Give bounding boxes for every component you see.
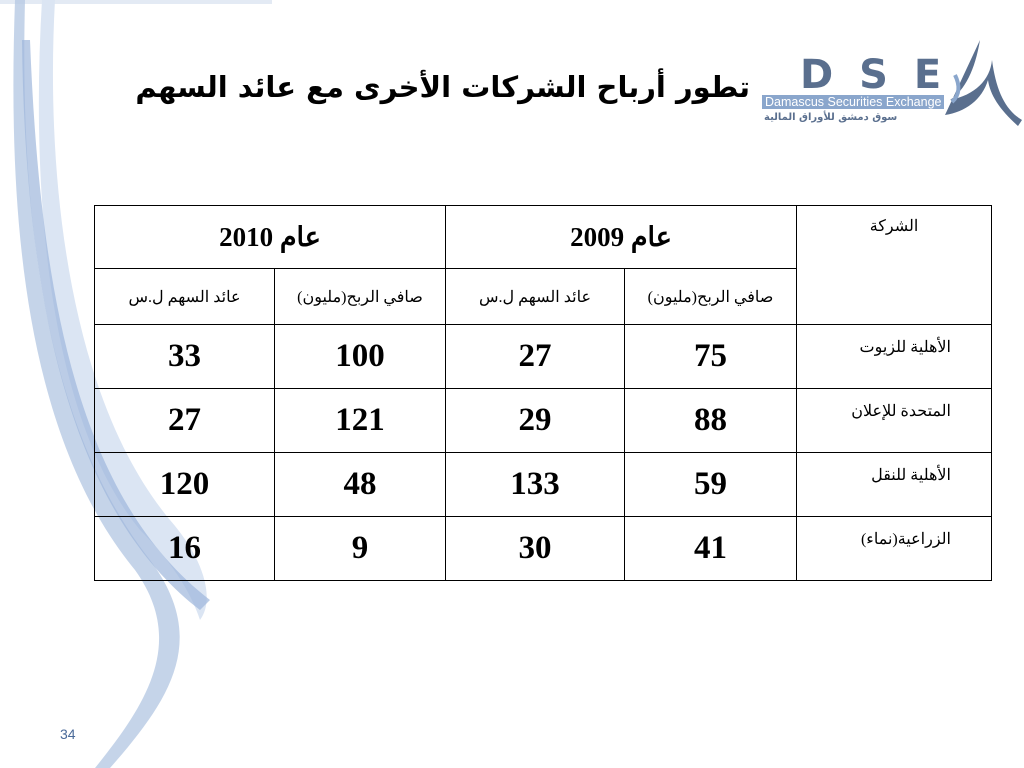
data-row: الأهلية للزيوت 75 27 100 33 — [94, 324, 992, 389]
value-cell: 121 — [274, 388, 446, 453]
logo-name: Damascus Securities Exchange — [762, 95, 945, 109]
company-name: الأهلية للنقل — [796, 452, 992, 517]
value-cell: 41 — [624, 516, 797, 581]
value-cell: 29 — [445, 388, 625, 453]
slide-title: تطور أرباح الشركات الأخرى مع عائد السهم — [135, 70, 750, 104]
corner-header: الشركة — [796, 205, 992, 325]
value-cell: 16 — [94, 516, 275, 581]
logo: D S E Damascus Securities Exchange سوق د… — [760, 40, 1024, 140]
company-name: الأهلية للزيوت — [796, 324, 992, 389]
logo-name-ar: سوق دمشق للأوراق المالية — [764, 112, 898, 123]
value-cell: 133 — [445, 452, 625, 517]
value-cell: 30 — [445, 516, 625, 581]
page-number: 34 — [60, 726, 76, 742]
year-header: عام 2009 — [445, 205, 797, 269]
data-table: الشركة عام 2009 عام 2010 صافي الربح(مليون) ع… — [94, 205, 992, 581]
data-row: الأهلية للنقل 59 133 48 120 — [94, 452, 992, 517]
subheader: صافي الربح(مليون) — [624, 268, 797, 325]
year-header: عام 2010 — [94, 205, 446, 269]
value-cell: 33 — [94, 324, 275, 389]
data-row: الزراعية(نماء) 41 30 9 16 — [94, 516, 992, 581]
company-name: الزراعية(نماء) — [796, 516, 992, 581]
company-name: المتحدة للإعلان — [796, 388, 992, 453]
header-row: الشركة عام 2009 عام 2010 — [94, 205, 992, 325]
value-cell: 88 — [624, 388, 797, 453]
value-cell: 100 — [274, 324, 446, 389]
logo-letters: D S E — [800, 52, 948, 98]
value-cell: 9 — [274, 516, 446, 581]
value-cell: 27 — [94, 388, 275, 453]
data-row: المتحدة للإعلان 88 29 121 27 — [94, 388, 992, 453]
value-cell: 120 — [94, 452, 275, 517]
value-cell: 27 — [445, 324, 625, 389]
subheader: عائد السهم ل.س — [445, 268, 625, 325]
subheader: عائد السهم ل.س — [94, 268, 275, 325]
value-cell: 48 — [274, 452, 446, 517]
value-cell: 75 — [624, 324, 797, 389]
logo-mark — [945, 40, 1022, 126]
subheader: صافي الربح(مليون) — [274, 268, 446, 325]
value-cell: 59 — [624, 452, 797, 517]
subheader-row: صافي الربح(مليون) عائد السهم ل.س صافي الرب… — [94, 268, 992, 325]
